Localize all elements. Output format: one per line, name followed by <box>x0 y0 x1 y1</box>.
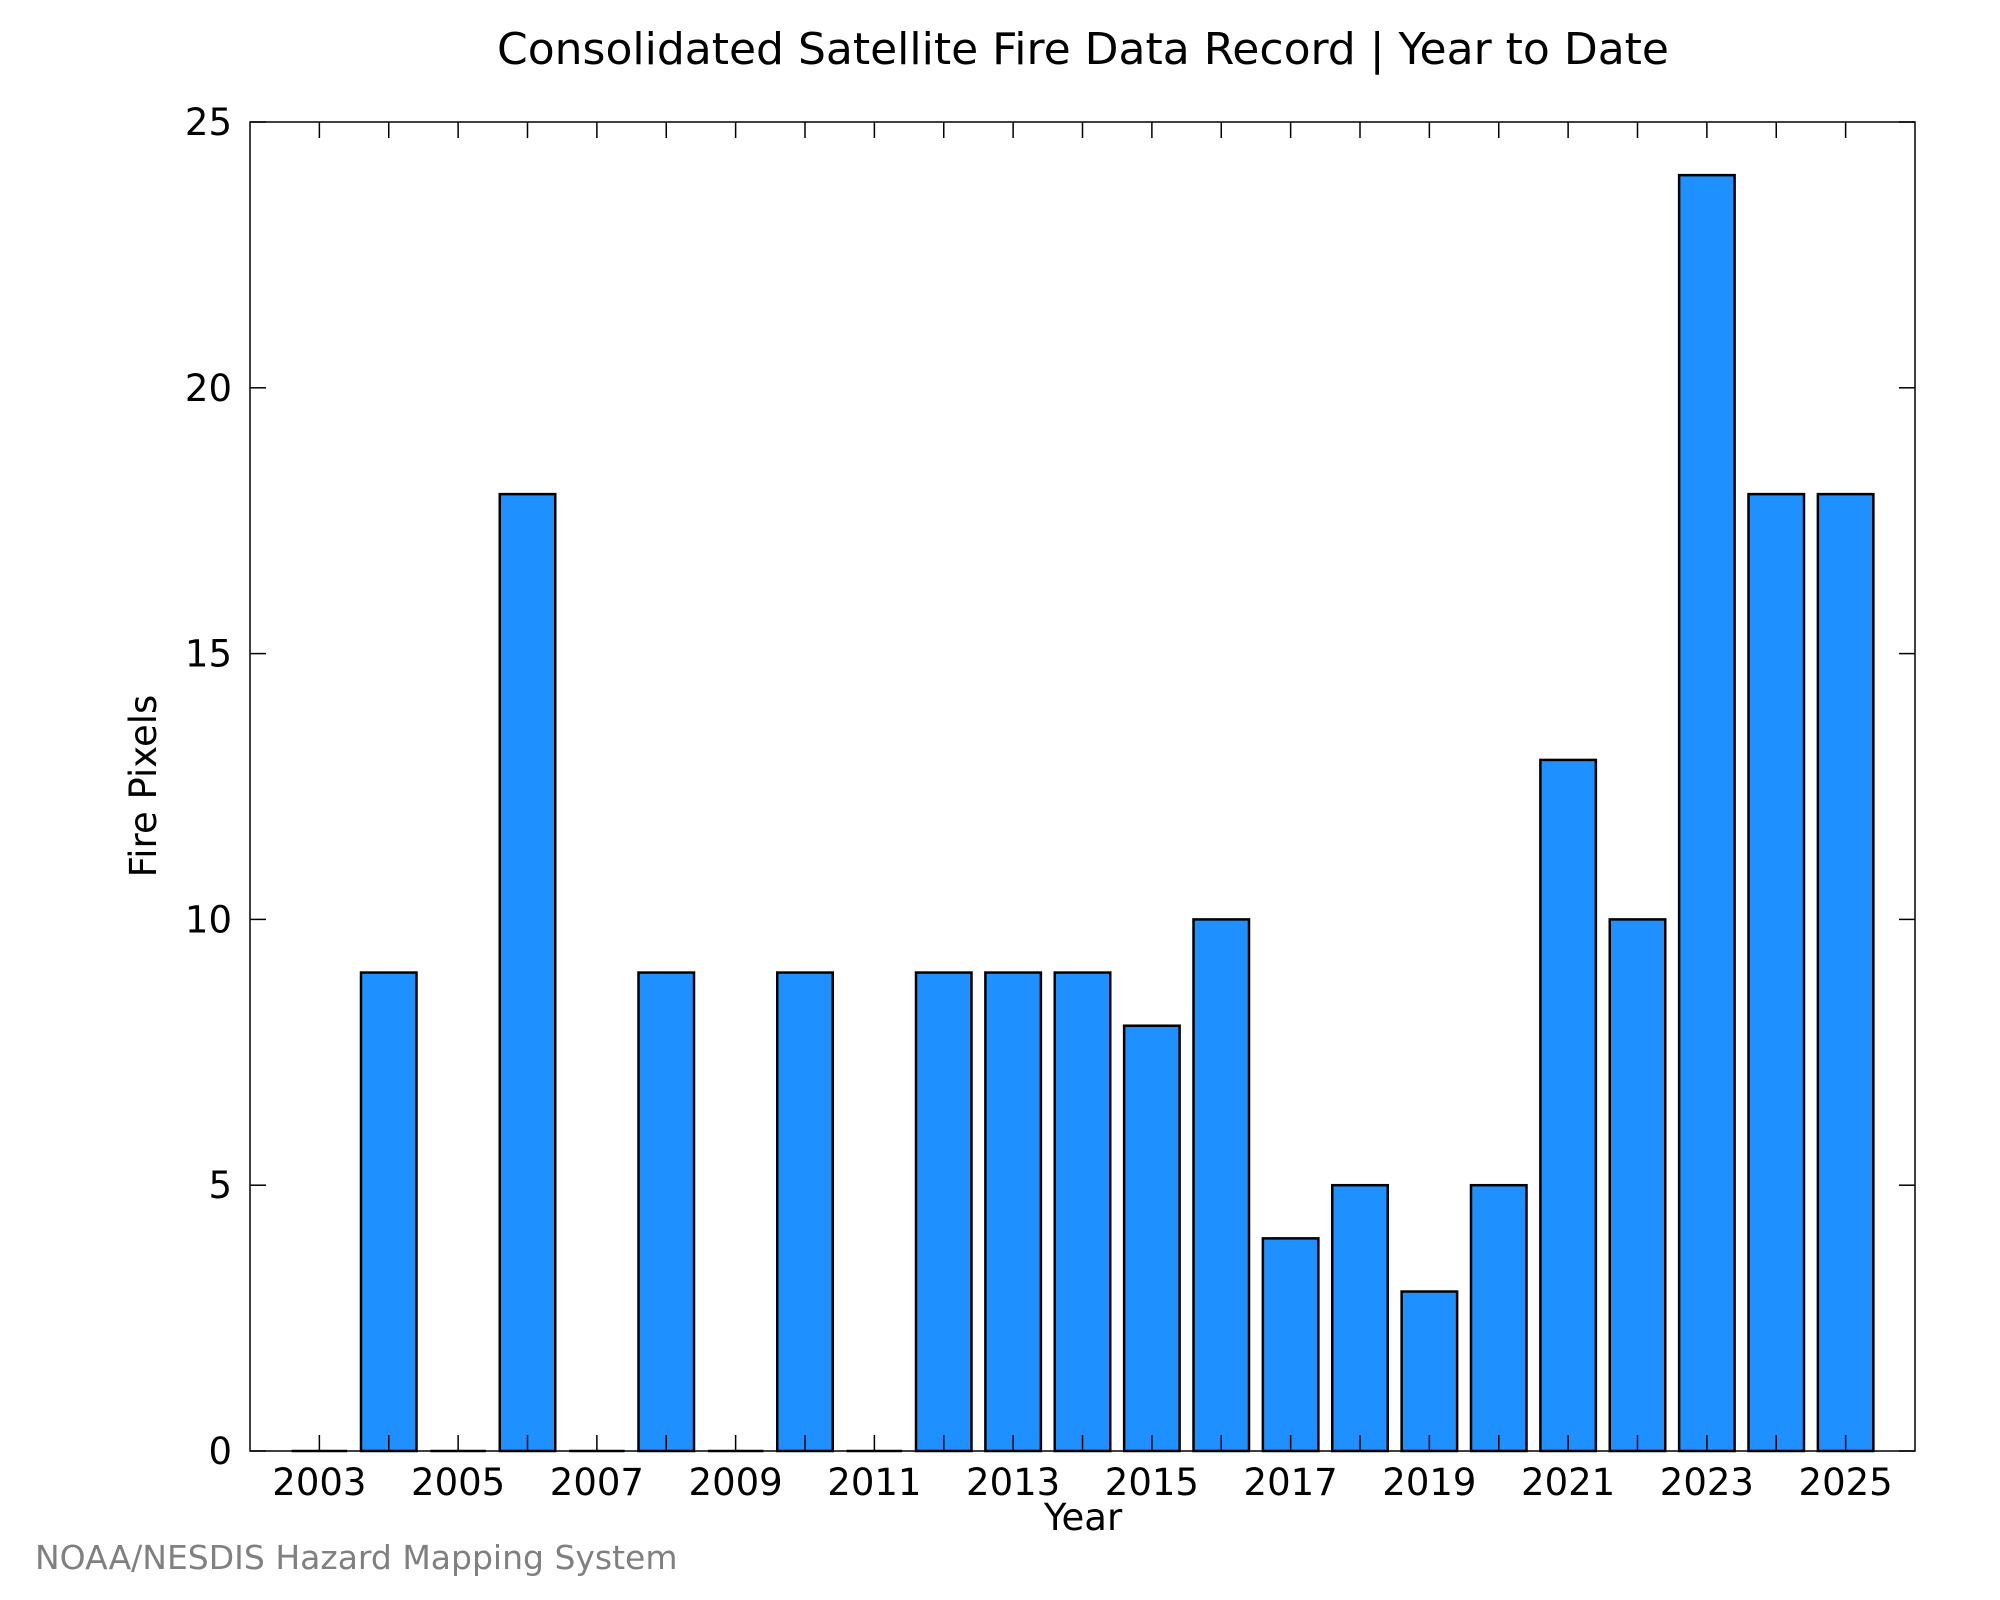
x-tick-label: 2003 <box>272 1461 366 1504</box>
bar-2019 <box>1400 1290 1459 1453</box>
bar-2018 <box>1331 1183 1389 1453</box>
bar-2017 <box>1261 1237 1320 1453</box>
x-tick-label: 2021 <box>1521 1461 1615 1504</box>
bar-2023 <box>1677 173 1736 1453</box>
bars-layer <box>291 173 1875 1453</box>
bar-2020 <box>1469 1183 1528 1453</box>
bar-2015 <box>1122 1024 1181 1453</box>
bar-2010 <box>776 971 834 1453</box>
x-tick-label: 2009 <box>689 1461 783 1504</box>
y-tick-label: 0 <box>208 1430 232 1473</box>
y-tick-label: 20 <box>185 367 232 410</box>
bar-2012 <box>914 971 973 1453</box>
bar-2004 <box>359 971 418 1453</box>
bar-2024 <box>1747 492 1806 1453</box>
x-tick-label: 2025 <box>1799 1461 1893 1504</box>
bar-2021 <box>1539 758 1598 1453</box>
source-credit: NOAA/NESDIS Hazard Mapping System <box>35 1538 678 1577</box>
x-tick-label: 2017 <box>1244 1461 1338 1504</box>
y-tick-label: 10 <box>185 898 232 941</box>
x-tick-label: 2015 <box>1105 1461 1199 1504</box>
y-tick-label: 15 <box>185 633 232 676</box>
plot-frame <box>249 121 1916 1452</box>
x-tick-label: 2023 <box>1660 1461 1754 1504</box>
bar-2013 <box>984 971 1043 1453</box>
y-tick-label: 25 <box>185 101 232 144</box>
y-tick-label: 5 <box>208 1164 232 1207</box>
bar-2025 <box>1816 492 1875 1453</box>
bar-2016 <box>1192 918 1251 1453</box>
bar-2014 <box>1053 971 1112 1453</box>
x-tick-label: 2005 <box>411 1461 505 1504</box>
x-tick-label: 2007 <box>550 1461 644 1504</box>
bar-2008 <box>637 971 696 1453</box>
chart-title: Consolidated Satellite Fire Data Record … <box>497 24 1669 75</box>
x-axis-label: Year <box>1043 1496 1123 1539</box>
y-axis-label: Fire Pixels <box>122 695 165 878</box>
x-tick-label: 2013 <box>966 1461 1060 1504</box>
x-tick-label: 2019 <box>1382 1461 1476 1504</box>
bar-2006 <box>498 492 557 1453</box>
bar-2022 <box>1608 918 1667 1453</box>
x-tick-label: 2011 <box>827 1461 921 1504</box>
